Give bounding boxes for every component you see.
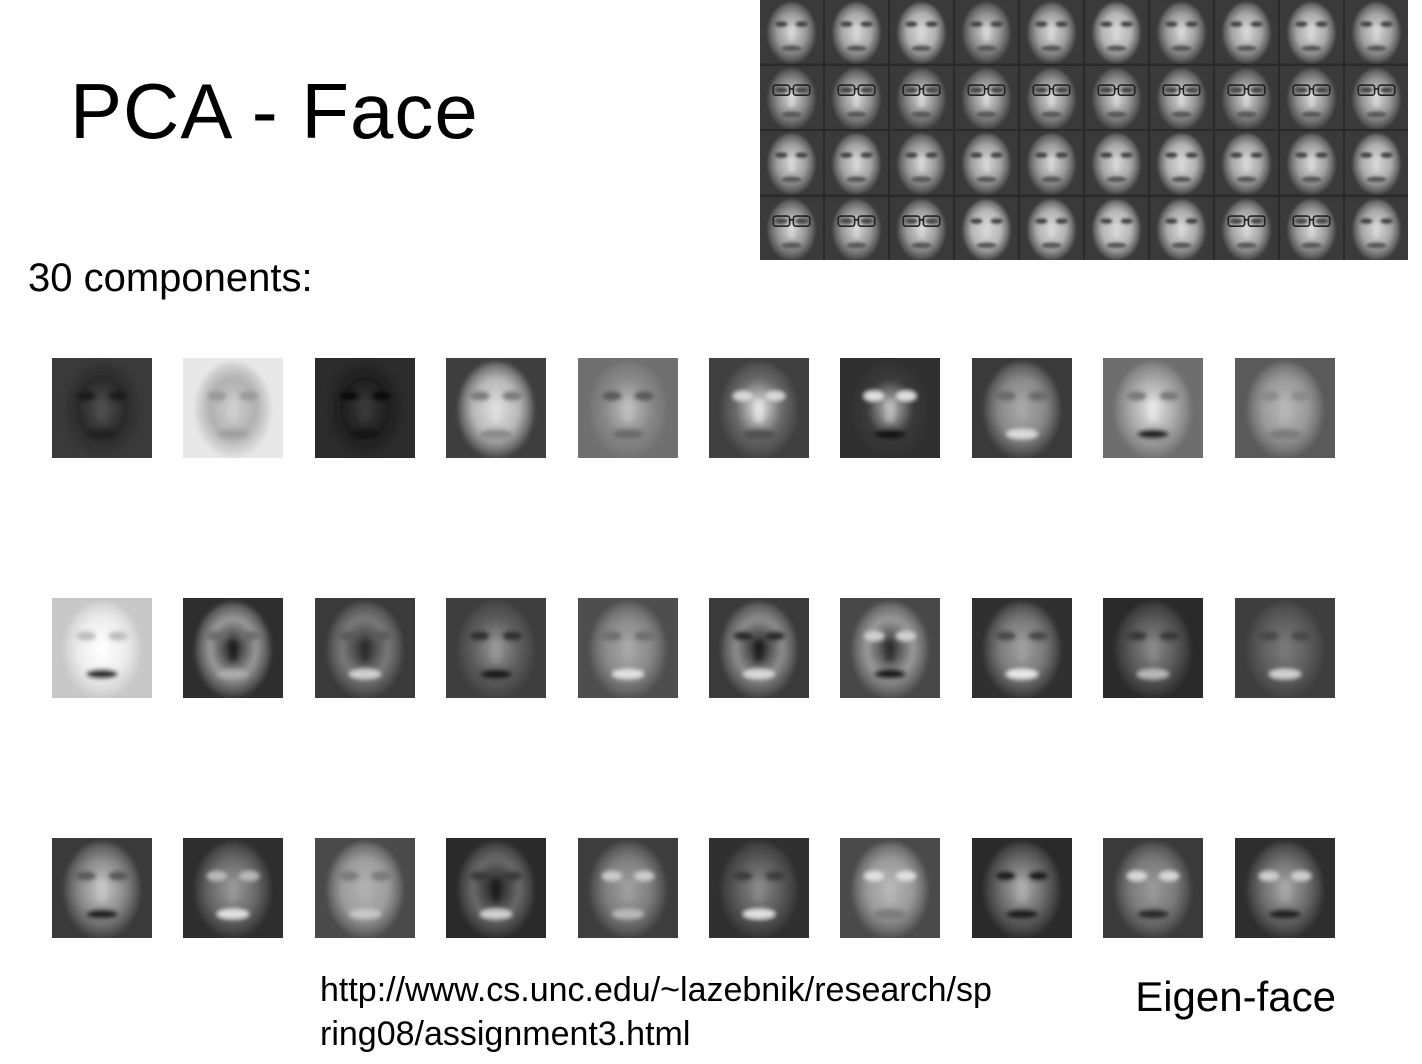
eigenface-image [840,598,940,698]
face-thumbnail [825,131,888,195]
eigenface-image [1235,838,1335,938]
face-thumbnail [1020,0,1083,64]
face-thumbnail [1345,196,1408,260]
face-thumbnail [1085,0,1148,64]
face-thumbnail [1020,65,1083,129]
face-thumbnail [1215,65,1278,129]
eigenface-image [578,598,678,698]
eigenface-image [1103,598,1203,698]
eigenface-image [972,598,1072,698]
face-thumbnail [1085,131,1148,195]
face-thumbnail [1345,65,1408,129]
face-thumbnail [1345,131,1408,195]
eigenface-image [709,598,809,698]
eigenface-image [709,838,809,938]
eigenface-image [578,838,678,938]
face-thumbnail [955,131,1018,195]
eigenface-image [446,598,546,698]
face-thumbnail [1280,0,1343,64]
face-thumbnail [890,65,953,129]
eigenface-image [840,358,940,458]
face-thumbnail [1345,0,1408,64]
eigenface-image [183,598,283,698]
eigenface-image [183,838,283,938]
face-thumbnail [760,131,823,195]
face-thumbnail [1215,196,1278,260]
eigenface-image [709,358,809,458]
components-label: 30 components: [28,256,313,300]
eigenface-image [1235,358,1335,458]
eigenface-image [52,598,152,698]
eigenface-image [446,358,546,458]
face-thumbnail [1280,196,1343,260]
source-url-line-1: http://www.cs.unc.edu/~lazebnik/research… [320,971,992,1009]
eigenface-caption: Eigen-face [1135,973,1336,1020]
face-thumbnail [1150,131,1213,195]
eigenface-image [972,838,1072,938]
eigenface-row-2 [52,598,1335,698]
eigenface-row-3 [52,838,1335,938]
face-thumbnail [1150,65,1213,129]
face-dataset-image [760,0,1408,260]
eigenface-image [578,358,678,458]
eigenface-image [183,358,283,458]
source-url-line-2: ring08/assignment3.html [320,1015,691,1053]
face-thumbnail [1150,0,1213,64]
eigenface-image [840,838,940,938]
eigenface-image [52,838,152,938]
face-thumbnail [955,65,1018,129]
eigenface-image [446,838,546,938]
face-thumbnail [760,65,823,129]
face-thumbnail [1085,65,1148,129]
eigenface-image [315,598,415,698]
face-thumbnail [1020,131,1083,195]
face-thumbnail [1085,196,1148,260]
eigenface-image [972,358,1072,458]
face-thumbnail [1280,65,1343,129]
eigenface-row-1 [52,358,1335,458]
face-thumbnail [825,65,888,129]
face-thumbnail [1280,131,1343,195]
source-url[interactable]: http://www.cs.unc.edu/~lazebnik/research… [320,968,1080,1056]
face-thumbnail [955,0,1018,64]
eigenface-image [52,358,152,458]
face-thumbnail [890,131,953,195]
face-thumbnail [1150,196,1213,260]
face-thumbnail [760,196,823,260]
face-thumbnail [1020,196,1083,260]
face-thumbnail [1215,131,1278,195]
eigenface-image [1103,838,1203,938]
slide-title: PCA - Face [70,67,479,155]
eigenface-image [1103,358,1203,458]
face-thumbnail [890,196,953,260]
face-thumbnail [760,0,823,64]
face-thumbnail [890,0,953,64]
face-thumbnail [955,196,1018,260]
face-thumbnail [1215,0,1278,64]
face-thumbnail [825,196,888,260]
eigenface-image [315,358,415,458]
eigenface-image [315,838,415,938]
face-thumbnail [825,0,888,64]
eigenface-image [1235,598,1335,698]
